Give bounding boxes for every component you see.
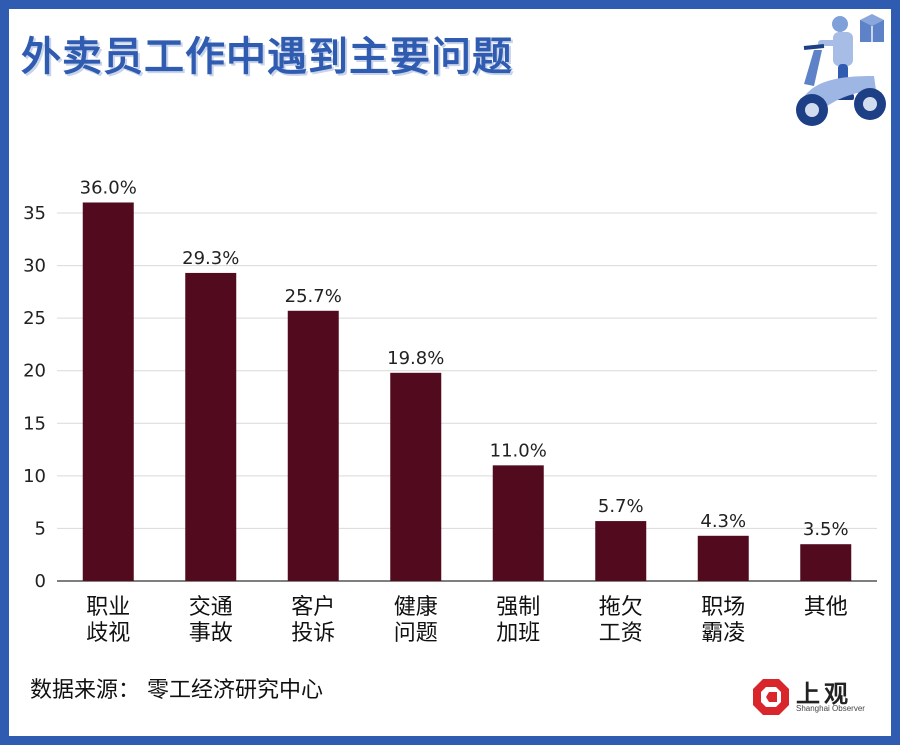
bar [595,521,647,581]
publisher-logo: 上观 Shanghai Observer [752,674,882,722]
logo-name: 上观 [796,680,852,708]
bar [800,544,852,581]
data-label: 36.0% [80,177,137,198]
x-category-label: 客户 [291,595,335,620]
shanghai-observer-logo-icon [753,679,789,715]
data-source: 数据来源： 零工经济研究中心 [30,678,323,703]
x-category-label: 工资 [599,621,643,646]
bar [492,465,544,581]
y-tick-label: 20 [23,361,46,382]
x-category-label: 问题 [394,621,438,646]
data-label: 25.7% [285,286,342,307]
x-category-label: 交通 [189,595,233,620]
bar [287,310,339,581]
data-label: 29.3% [182,248,239,269]
x-category-label: 事故 [189,621,233,646]
bar [697,535,749,581]
logo-subtitle: Shanghai Observer [796,704,865,713]
data-label: 4.3% [700,511,746,532]
x-category-label: 强制 [496,595,540,620]
bar [82,202,134,581]
chart-title: 外卖员工作中遇到主要问题 [21,34,513,80]
x-category-label: 健康 [394,595,438,620]
bar [390,372,442,581]
x-category-label: 职业 [86,595,130,620]
x-category-label: 其他 [804,595,848,620]
chart-frame [9,9,891,736]
data-label: 11.0% [490,440,547,461]
x-category-label: 加班 [496,621,540,646]
y-tick-label: 5 [35,518,46,539]
y-tick-label: 15 [23,413,46,434]
data-label: 3.5% [803,519,849,540]
data-label: 19.8% [387,348,444,369]
x-category-label: 霸凌 [701,621,745,646]
x-category-label: 歧视 [86,621,130,646]
y-tick-label: 30 [23,256,46,277]
y-tick-label: 10 [23,466,46,487]
y-tick-label: 25 [23,308,46,329]
y-tick-label: 35 [23,203,46,224]
data-label: 5.7% [598,496,644,517]
y-tick-label: 0 [35,571,46,592]
x-category-label: 投诉 [291,621,335,646]
x-category-label: 拖欠 [599,595,643,620]
bar [185,272,237,581]
x-category-label: 职场 [701,595,745,620]
delivery-scooter-icon [796,14,886,126]
